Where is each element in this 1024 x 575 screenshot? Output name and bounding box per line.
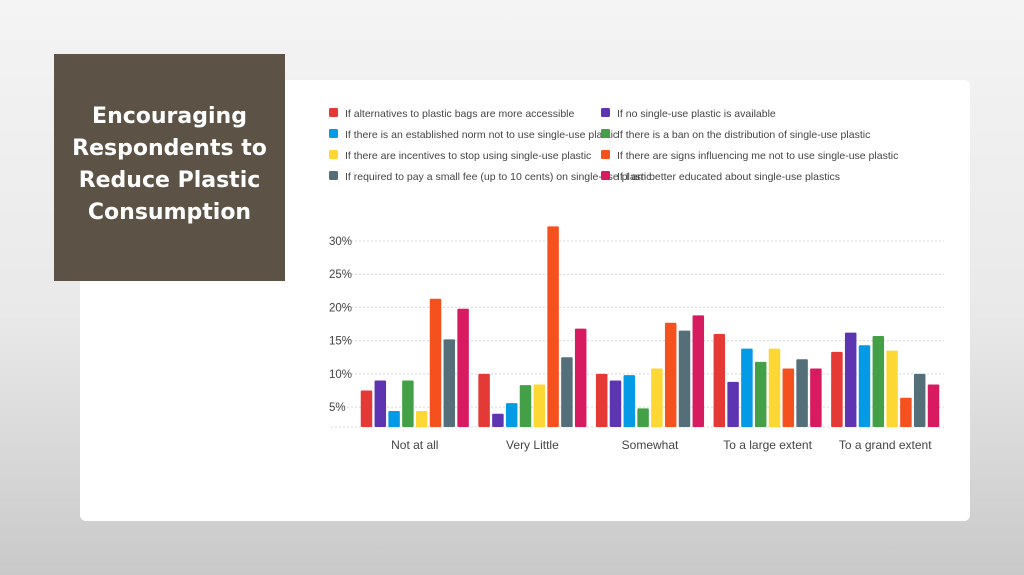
bar-2-7	[561, 357, 573, 427]
bar-3-3	[623, 375, 636, 427]
bar-5-6	[900, 397, 912, 427]
legend-label-4: If there is a ban on the distribution of…	[617, 129, 870, 141]
legend-label-3: If there is an established norm not to u…	[345, 129, 618, 141]
chart-legend: If alternatives to plastic bags are more…	[329, 108, 898, 183]
bar-2-8	[574, 328, 587, 427]
bar-4-3	[741, 348, 753, 427]
bar-1-5	[415, 411, 428, 427]
legend-swatch-4	[601, 129, 610, 138]
legend-label-1: If alternatives to plastic bags are more…	[345, 108, 575, 120]
bar-2-2	[492, 413, 504, 427]
bar-2-5	[533, 384, 546, 427]
bar-4-8	[810, 368, 822, 427]
bar-5-4	[872, 335, 885, 427]
y-tick-label: 30%	[329, 236, 352, 248]
bar-4-6	[782, 368, 795, 427]
bar-4-5	[768, 348, 781, 427]
legend-label-6: If there are signs influencing me not to…	[617, 150, 898, 162]
bar-5-2	[844, 332, 857, 427]
bar-4-7	[796, 359, 808, 427]
y-tick-label: 25%	[329, 269, 352, 281]
bar-1-6	[429, 298, 442, 427]
bar-3-7	[678, 330, 691, 427]
bar-4-2	[727, 381, 739, 427]
x-tick-label: To a large extent	[723, 438, 812, 452]
bar-3-4	[637, 408, 649, 427]
x-tick-label: Not at all	[391, 438, 438, 452]
legend-label-8: If I am better educated about single-use…	[617, 171, 840, 183]
legend-swatch-8	[601, 171, 610, 180]
y-tick-label: 15%	[329, 336, 352, 348]
bar-5-3	[858, 345, 871, 427]
bar-4-4	[754, 361, 767, 427]
x-tick-label: Somewhat	[622, 438, 679, 452]
y-tick-label: 10%	[329, 369, 352, 381]
slide-title: Encouraging Respondents to Reduce Plasti…	[72, 103, 267, 225]
bar-5-8	[927, 384, 940, 427]
bar-3-6	[664, 322, 677, 427]
bar-2-6	[547, 226, 559, 427]
legend-swatch-2	[601, 108, 610, 117]
legend-swatch-3	[329, 129, 338, 138]
bar-2-1	[478, 373, 490, 427]
bar-2-3	[505, 403, 518, 427]
bar-5-5	[886, 350, 898, 427]
bar-1-7	[443, 339, 456, 427]
bar-3-2	[609, 380, 622, 427]
bar-1-8	[457, 308, 469, 427]
bar-5-1	[831, 351, 843, 427]
bar-3-8	[692, 315, 705, 427]
bar-2-4	[519, 385, 532, 427]
chart-bars	[360, 226, 940, 427]
legend-label-2: If no single-use plastic is available	[617, 108, 776, 120]
bar-5-7	[913, 373, 926, 427]
bar-1-4	[402, 380, 414, 427]
bar-3-1	[595, 373, 608, 427]
legend-swatch-7	[329, 171, 338, 180]
legend-swatch-6	[601, 150, 610, 159]
y-tick-label: 5%	[329, 402, 346, 414]
x-tick-label: Very Little	[506, 438, 559, 452]
bar-3-5	[651, 368, 663, 427]
legend-label-5: If there are incentives to stop using si…	[345, 150, 591, 162]
legend-swatch-5	[329, 150, 338, 159]
x-axis: Not at all Very Little Somewhat To a large …	[391, 438, 932, 452]
bar-1-2	[374, 380, 387, 427]
bar-4-1	[713, 334, 726, 427]
y-tick-label: 20%	[329, 302, 352, 314]
y-axis: 5% 10% 15% 20% 25% 30%	[329, 236, 352, 414]
title-box: Encouraging Respondents to Reduce Plasti…	[54, 54, 285, 281]
bar-1-3	[388, 411, 400, 427]
legend-swatch-1	[329, 108, 338, 117]
x-tick-label: To a grand extent	[839, 438, 932, 452]
legend-label-7: If required to pay a small fee (up to 10…	[345, 171, 651, 183]
bar-1-1	[360, 390, 373, 427]
